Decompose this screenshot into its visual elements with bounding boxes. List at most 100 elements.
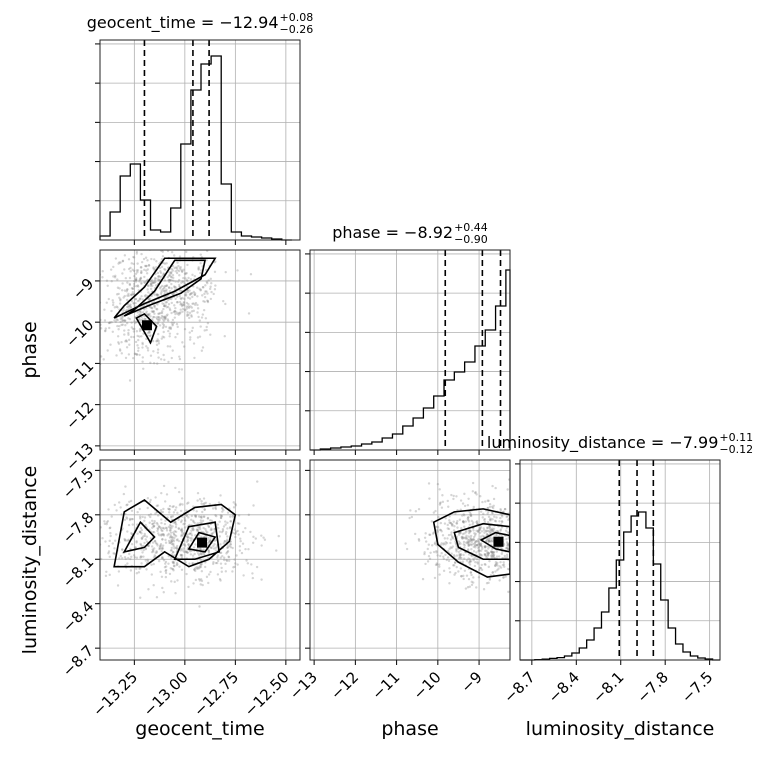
sample-point: [95, 542, 97, 544]
sample-point: [502, 576, 505, 579]
sample-point: [215, 561, 219, 565]
sample-point: [485, 537, 489, 541]
sample-point: [133, 327, 136, 331]
sample-point: [428, 497, 431, 500]
sample-point: [131, 517, 134, 521]
sample-point: [206, 516, 210, 520]
sample-point: [174, 312, 177, 316]
sample-point: [124, 276, 128, 280]
sample-point: [186, 539, 190, 542]
sample-point: [185, 551, 189, 554]
sample-point: [161, 557, 165, 560]
panel-title-phase: phase = −8.92 +0.44−0.90: [332, 221, 488, 246]
panel-frame: [99, 39, 301, 241]
sample-point: [139, 277, 142, 281]
sample-point: [139, 311, 143, 314]
sample-point: [150, 545, 154, 548]
sample-point: [163, 304, 166, 308]
sample-point: [205, 280, 208, 284]
sample-point: [234, 504, 238, 507]
sample-point: [165, 314, 168, 317]
sample-point: [203, 508, 206, 511]
sample-point: [201, 294, 204, 297]
sample-point: [203, 329, 206, 332]
sample-point: [156, 523, 159, 526]
sample-point: [127, 333, 130, 336]
sample-point: [155, 316, 158, 319]
sample-point: [463, 525, 466, 528]
sample-point: [113, 547, 116, 550]
sample-point: [140, 281, 143, 285]
sample-point: [433, 541, 437, 544]
sample-point: [115, 533, 118, 536]
sample-point: [477, 530, 480, 533]
sample-point: [121, 319, 125, 322]
sample-point: [172, 521, 175, 524]
sample-point: [177, 527, 180, 530]
sample-point: [480, 563, 483, 567]
sample-point: [179, 528, 183, 531]
sample-point: [423, 552, 426, 556]
sample-point: [126, 281, 129, 284]
sample-point: [184, 550, 187, 554]
sample-point: [102, 358, 105, 361]
sample-point: [186, 296, 190, 299]
sample-point: [491, 555, 494, 559]
sample-point: [472, 538, 475, 542]
sample-point: [469, 514, 472, 517]
sample-point: [190, 537, 193, 540]
sample-point: [438, 563, 441, 566]
sample-point: [172, 542, 175, 546]
sample-point: [148, 500, 152, 504]
sample-point: [489, 550, 493, 554]
sample-point: [101, 269, 104, 273]
sample-point: [174, 280, 177, 283]
sample-point: [141, 305, 144, 308]
sample-point: [472, 581, 475, 584]
sample-point: [168, 527, 172, 530]
sample-point: [193, 552, 196, 556]
sample-point: [120, 289, 124, 292]
sample-point: [188, 311, 192, 315]
sample-point: [127, 258, 131, 261]
sample-point: [473, 564, 477, 568]
sample-point: [197, 267, 200, 270]
sample-point: [116, 318, 119, 322]
sample-point: [472, 545, 475, 549]
sample-point: [238, 545, 242, 548]
sample-point: [196, 491, 200, 495]
sample-point: [149, 361, 152, 365]
sample-point: [127, 538, 130, 541]
sample-point: [222, 508, 225, 512]
sample-point: [132, 356, 135, 360]
sample-point: [133, 274, 136, 278]
sample-point: [169, 534, 172, 537]
sample-point: [164, 571, 168, 575]
sample-point: [183, 516, 186, 520]
sample-point: [165, 306, 168, 309]
sample-point: [186, 535, 189, 538]
sample-point: [475, 520, 478, 524]
sample-point: [470, 573, 473, 577]
sample-point: [168, 290, 172, 293]
sample-point: [160, 291, 163, 294]
sample-point: [491, 550, 495, 554]
sample-point: [525, 575, 527, 577]
sample-point: [225, 531, 228, 534]
sample-point: [484, 500, 487, 503]
sample-point: [187, 501, 190, 504]
sample-point: [448, 519, 451, 522]
sample-point: [491, 554, 495, 557]
sample-point: [162, 507, 165, 511]
sample-point: [479, 543, 482, 546]
sample-point: [152, 584, 155, 587]
sample-point: [520, 529, 522, 531]
sample-point: [154, 284, 158, 287]
sample-point: [139, 517, 142, 520]
sample-point: [161, 538, 164, 541]
sample-point: [160, 314, 164, 318]
sample-point: [172, 545, 176, 548]
sample-point: [162, 289, 166, 293]
sample-point: [462, 574, 465, 578]
sample-point: [486, 520, 490, 524]
